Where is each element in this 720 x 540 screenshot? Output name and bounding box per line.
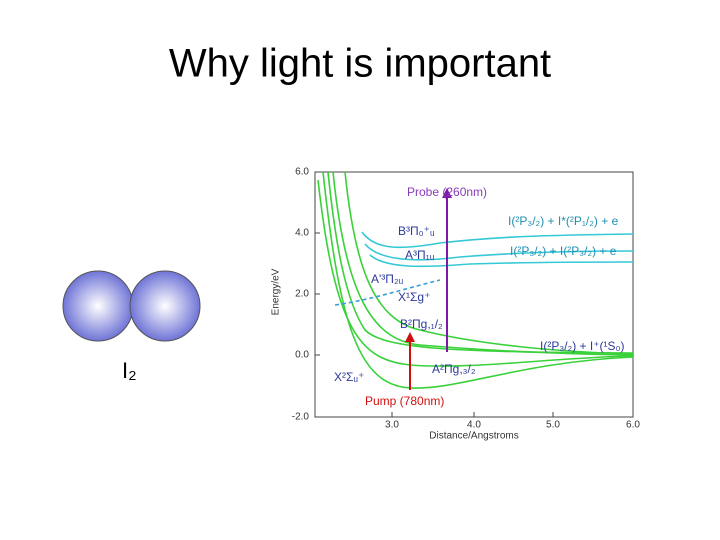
y-tick-label: 0.0 bbox=[295, 350, 309, 361]
state-label: A³Π₁ᵤ bbox=[405, 248, 435, 262]
state-label: X²Σᵤ⁺ bbox=[334, 370, 364, 384]
x-tick-label: 4.0 bbox=[467, 420, 481, 431]
state-label: I(²P₃/₂) + I(²P₃/₂) + e bbox=[510, 244, 617, 258]
plot-frame bbox=[314, 171, 634, 418]
y-tick-label: 4.0 bbox=[295, 228, 309, 239]
state-label: I(²P₃/₂) + I⁺(¹S₀) bbox=[540, 339, 625, 353]
y-axis-label: Energy/eV bbox=[271, 268, 282, 315]
y-tick-label: 2.0 bbox=[295, 289, 309, 300]
state-label: B³Π₀⁺ᵤ bbox=[398, 224, 435, 238]
arrow-head bbox=[442, 188, 452, 198]
slide-title: Why light is important bbox=[169, 42, 551, 86]
state-label: A²Πg,₃/₂ bbox=[432, 362, 476, 376]
molecule-label: I₂ bbox=[122, 358, 137, 383]
curve bbox=[344, 171, 634, 355]
x-tick-label: 3.0 bbox=[385, 420, 399, 431]
curve bbox=[361, 231, 634, 249]
state-label: Probe (260nm) bbox=[407, 185, 487, 199]
curve bbox=[334, 279, 441, 306]
atom bbox=[62, 270, 134, 342]
arrow-head bbox=[405, 332, 415, 342]
x-axis-label: Distance/Angstroms bbox=[429, 431, 518, 442]
curve bbox=[332, 171, 634, 356]
state-label: Pump (780nm) bbox=[365, 394, 444, 408]
figure: Energy/eV Distance/Angstroms bbox=[271, 171, 634, 442]
curves bbox=[317, 171, 634, 389]
y-tick-label: 6.0 bbox=[295, 167, 309, 178]
y-tick-label: -2.0 bbox=[292, 412, 310, 423]
curve bbox=[369, 254, 634, 268]
curve bbox=[364, 243, 634, 261]
state-label: I(²P₃/₂) + I*(²P₁/₂) + e bbox=[508, 214, 619, 228]
curve bbox=[327, 171, 634, 354]
state-label: A'³Π₂ᵤ bbox=[371, 272, 404, 286]
state-label: X¹Σg⁺ bbox=[398, 290, 430, 304]
state-label: B²Πg,₁/₂ bbox=[400, 317, 443, 331]
atom bbox=[129, 270, 201, 342]
x-tick-label: 5.0 bbox=[546, 420, 560, 431]
x-tick-label: 6.0 bbox=[626, 420, 640, 431]
